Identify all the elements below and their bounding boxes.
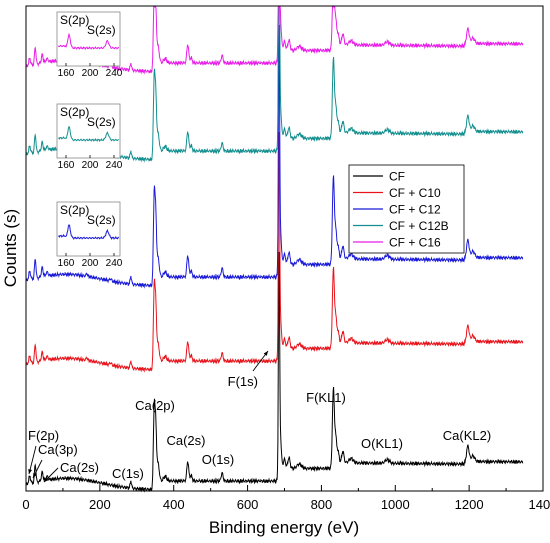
inset-line xyxy=(58,125,119,143)
x-tick-label: 1000 xyxy=(381,497,410,512)
peak-label: O(KL1) xyxy=(361,436,403,451)
peak-arrow-head xyxy=(263,351,268,356)
inset-tick-label: 240 xyxy=(106,68,123,79)
peak-label: Ca(2s) xyxy=(166,433,205,448)
y-axis-label: Counts (s) xyxy=(1,209,20,287)
peak-label: Ca(KL2) xyxy=(443,428,491,443)
series-line xyxy=(25,251,524,493)
peak-label: F(2p) xyxy=(28,428,59,443)
x-tick-label: 400 xyxy=(163,497,185,512)
legend-entry: CF + C10 xyxy=(389,186,441,200)
x-tick-label: 0 xyxy=(22,497,29,512)
inset-label-s2p: S(2p) xyxy=(60,13,89,27)
peak-label: Ca(3p) xyxy=(38,442,78,457)
inset: 160 200 240 S(2p)S(2s) xyxy=(56,11,123,79)
inset-tick-label: 200 xyxy=(82,258,99,269)
inset-line xyxy=(58,224,120,240)
x-tick-label: 800 xyxy=(311,497,333,512)
x-tick-label: 600 xyxy=(237,497,259,512)
inset: 160 200 240 S(2p)S(2s) xyxy=(56,201,123,269)
peak-arrow xyxy=(28,445,37,475)
peak-arrow-head xyxy=(33,473,37,478)
x-axis-label: Binding energy (eV) xyxy=(209,518,359,537)
peak-labels: F(2p)Ca(3p) Ca(2s) C(1s) Ca(2p) Ca(2s) O(1s) F… xyxy=(28,350,491,483)
legend-entry: CF + C16 xyxy=(389,236,441,250)
inset-label-s2p: S(2p) xyxy=(60,203,89,217)
inset-tick-label: 160 xyxy=(58,68,75,79)
x-axis-ticks: 0 200 400 600 800 1000 1200 1400 xyxy=(22,485,550,512)
x-tick-label: 200 xyxy=(89,497,111,512)
peak-arrow-head xyxy=(28,469,33,474)
inset-tick-label: 200 xyxy=(82,160,99,171)
inset-line xyxy=(57,32,120,51)
inset-label-s2s: S(2s) xyxy=(87,23,116,37)
inset-tick-label: 240 xyxy=(106,258,123,269)
x-tick-label: 1400 xyxy=(529,497,550,512)
series-line xyxy=(25,24,524,289)
peak-label: F(KL1) xyxy=(306,390,346,405)
peak-label: Ca(2p) xyxy=(135,398,175,413)
inset-label-s2p: S(2p) xyxy=(60,105,89,119)
legend-entry: CF + C12 xyxy=(389,203,441,217)
peak-label: Ca(2s) xyxy=(60,460,99,475)
inset-tick-label: 200 xyxy=(82,68,99,79)
peak-label: O(1s) xyxy=(202,452,235,467)
inset-tick-label: 240 xyxy=(106,160,123,171)
series-line xyxy=(25,131,524,373)
peak-label: C(1s) xyxy=(112,466,144,481)
legend: CF CF + C10 CF + C12 CF + C12B CF + C16 xyxy=(348,164,465,254)
inset-tick-label: 160 xyxy=(58,258,75,269)
peak-label: F(1s) xyxy=(228,374,258,389)
legend-entry: CF xyxy=(389,170,405,184)
inset-label-s2s: S(2s) xyxy=(87,115,116,129)
x-tick-label: 1200 xyxy=(455,497,484,512)
legend-entry: CF + C12B xyxy=(389,219,449,233)
peak-arrow-head xyxy=(44,477,49,482)
inset-label-s2s: S(2s) xyxy=(87,213,116,227)
inset-tick-label: 160 xyxy=(58,160,75,171)
inset: 160 200 240 S(2p)S(2s) xyxy=(56,103,123,171)
